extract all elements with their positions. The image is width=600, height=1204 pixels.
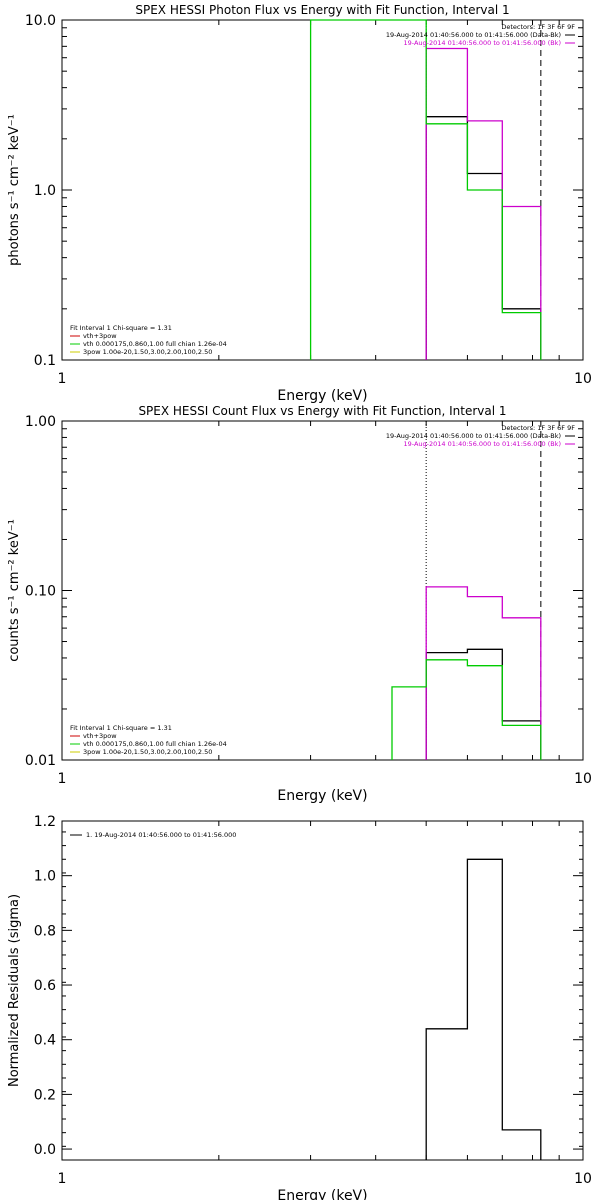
x-tick-label: 10 bbox=[574, 1171, 592, 1187]
x-tick-label: 10 bbox=[574, 771, 592, 787]
series-1-step bbox=[425, 858, 542, 1160]
legend-entry: 19-Aug-2014 01:40:56.000 to 01:41:56.000… bbox=[386, 432, 561, 440]
series-2-step bbox=[425, 586, 542, 760]
legend-entry: 19-Aug-2014 01:40:56.000 to 01:41:56.000… bbox=[404, 440, 561, 448]
x-tick-label: 1 bbox=[58, 371, 67, 387]
y-tick-label: 0.10 bbox=[25, 584, 56, 600]
fit-legend-entry: 3pow 1.00e-20,1.50,3.00,2.00,100,2.50 bbox=[83, 348, 212, 356]
y-tick-label: 1.0 bbox=[34, 869, 56, 885]
y-tick-label: 10.0 bbox=[25, 13, 56, 29]
chart-title: SPEX HESSI Photon Flux vs Energy with Fi… bbox=[135, 3, 509, 17]
x-tick-label: 1 bbox=[58, 771, 67, 787]
y-tick-label: 0.2 bbox=[34, 1087, 56, 1103]
x-axis-label: Energy (keV) bbox=[277, 788, 367, 804]
x-axis-label: Energy (keV) bbox=[277, 388, 367, 404]
plot-frame bbox=[61, 420, 584, 761]
fit-legend-header: Fit Interval 1 Chi-square = 1.31 bbox=[70, 324, 172, 332]
y-tick-label: 0.01 bbox=[25, 753, 56, 769]
fit-legend-entry: vth+3pow bbox=[83, 732, 117, 740]
series-3-step bbox=[309, 19, 542, 360]
fit-legend-entry: 3pow 1.00e-20,1.50,3.00,2.00,100,2.50 bbox=[83, 748, 212, 756]
y-tick-label: 1.0 bbox=[34, 183, 56, 199]
y-tick-label: 0.0 bbox=[34, 1142, 56, 1158]
chart-title: SPEX HESSI Count Flux vs Energy with Fit… bbox=[138, 404, 506, 418]
series-1-step bbox=[425, 648, 542, 760]
fit-legend-header: Fit Interval 1 Chi-square = 1.31 bbox=[70, 724, 172, 732]
legend-header: Detectors: 1F 3F 6F 9F bbox=[501, 23, 575, 31]
residual-legend-entry: 1. 19-Aug-2014 01:40:56.000 to 01:41:56.… bbox=[86, 831, 236, 839]
plot-frame bbox=[61, 820, 584, 1161]
series-3-step bbox=[391, 659, 542, 760]
y-tick-label: 1.2 bbox=[34, 814, 56, 830]
chart-2: 1 10 0.01 0.10 1.00 SPEX HESSI Count Flux vs … bbox=[7, 404, 592, 804]
y-axis-label: photons s⁻¹ cm⁻² keV⁻¹ bbox=[7, 114, 22, 266]
y-tick-label: 0.4 bbox=[34, 1033, 56, 1049]
legend-entry: 19-Aug-2014 01:40:56.000 to 01:41:56.000… bbox=[404, 39, 561, 47]
x-axis-label: Energy (keV) bbox=[277, 1188, 367, 1200]
series-2-step bbox=[425, 47, 542, 360]
y-axis-label: Normalized Residuals (sigma) bbox=[7, 894, 22, 1087]
y-axis-label: counts s⁻¹ cm⁻² keV⁻¹ bbox=[7, 519, 22, 662]
legend-entry: 19-Aug-2014 01:40:56.000 to 01:41:56.000… bbox=[386, 31, 561, 39]
y-tick-label: 0.6 bbox=[34, 978, 56, 994]
chart-3: 1 10 0.0 0.2 0.4 0.6 0.8 1.0 1.2 Energy (keV) Norm… bbox=[7, 814, 592, 1204]
legend-header: Detectors: 1F 3F 6F 9F bbox=[501, 424, 575, 432]
y-tick-label: 1.00 bbox=[25, 414, 56, 430]
chart-1: 1 10 0.1 1.0 10.0 SPEX HESSI Photon Flux vs E… bbox=[7, 3, 592, 404]
x-tick-label: 10 bbox=[574, 371, 592, 387]
x-tick-label: 1 bbox=[58, 1171, 67, 1187]
fit-legend-entry: vth+3pow bbox=[83, 332, 117, 340]
fit-legend-entry: vth 0.000175,0.860,1.00 full chian 1.26e… bbox=[83, 740, 227, 748]
series-1-step bbox=[425, 116, 542, 360]
y-tick-label: 0.1 bbox=[34, 353, 56, 369]
y-tick-label: 0.8 bbox=[34, 923, 56, 939]
fit-legend-entry: vth 0.000175,0.860,1.00 full chian 1.26e… bbox=[83, 340, 227, 348]
